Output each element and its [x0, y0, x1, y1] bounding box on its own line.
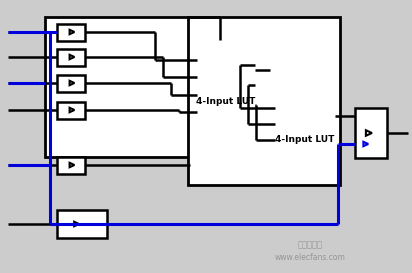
- Bar: [57, 102, 85, 118]
- Text: 电子发烧友: 电子发烧友: [297, 241, 323, 250]
- Bar: [188, 17, 340, 185]
- Bar: [57, 210, 107, 238]
- Bar: [57, 49, 85, 66]
- Bar: [57, 75, 85, 91]
- Bar: [197, 40, 255, 140]
- Text: 4-Input LUT: 4-Input LUT: [196, 97, 256, 106]
- Bar: [275, 88, 335, 168]
- Bar: [57, 23, 85, 40]
- Bar: [45, 17, 190, 157]
- Bar: [57, 156, 85, 174]
- Text: 4-Input LUT: 4-Input LUT: [275, 135, 335, 144]
- Bar: [355, 108, 387, 158]
- Text: www.elecfans.com: www.elecfans.com: [274, 253, 345, 262]
